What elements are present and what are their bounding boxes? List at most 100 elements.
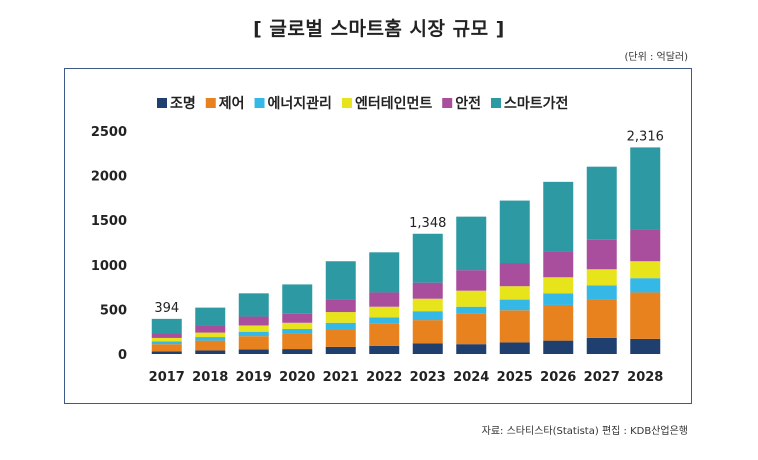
x-tick-label-2023: 2023 <box>410 370 446 385</box>
bar-segment-2020-4 <box>282 313 313 323</box>
legend-label-0: 조명 <box>170 95 196 112</box>
x-tick-label-2026: 2026 <box>540 370 576 385</box>
data-label-2028: 2,316 <box>627 129 664 144</box>
bar-segment-2024-4 <box>456 270 487 291</box>
data-label-2017: 394 <box>154 301 179 316</box>
bar-segment-2023-3 <box>412 298 443 312</box>
bars <box>151 147 661 354</box>
legend-label-4: 안전 <box>455 95 481 112</box>
bar-segment-2020-0 <box>282 349 313 354</box>
x-tick-label-2022: 2022 <box>366 370 402 385</box>
bar-segment-2028-3 <box>630 261 661 279</box>
bar-segment-2021-3 <box>325 312 356 323</box>
bar-segment-2019-5 <box>238 293 269 317</box>
chart-title: [ 글로벌 스마트홈 시장 규모 ] <box>253 18 505 40</box>
bar-segment-2021-0 <box>325 346 356 354</box>
x-tick-label-2021: 2021 <box>323 370 359 385</box>
legend-swatch-3 <box>341 98 352 108</box>
bar-segment-2018-2 <box>195 337 226 341</box>
bar-segment-2026-2 <box>543 293 574 305</box>
bar-segment-2025-4 <box>499 263 530 287</box>
bar-segment-2022-0 <box>369 345 400 354</box>
y-tick-label: 1500 <box>91 214 127 229</box>
bar-segment-2027-2 <box>586 285 617 300</box>
bar-segment-2022-1 <box>369 323 400 346</box>
x-axis: 2017 2018 2019 2020 2021 2022 2023 2024 2025 2026… <box>149 370 664 385</box>
y-axis: 0 500 1000 1500 2000 2500 <box>91 125 127 363</box>
bar-segment-2022-5 <box>369 252 400 293</box>
bar-segment-2020-1 <box>282 333 313 350</box>
bar-segment-2027-5 <box>586 166 617 240</box>
bar-segment-2019-1 <box>238 336 269 350</box>
bar-segment-2026-1 <box>543 304 574 341</box>
legend-label-5: 스마트가전 <box>504 95 568 112</box>
chart-frame: 조명 제어 에너지관리 엔터테인먼트 안전 스마트가전 0 500 1000 1500 2000 2… <box>64 68 692 404</box>
bar-segment-2025-2 <box>499 299 530 311</box>
legend: 조명 제어 에너지관리 엔터테인먼트 안전 스마트가전 <box>157 95 568 112</box>
bar-segment-2025-3 <box>499 286 530 300</box>
y-tick-label: 1000 <box>91 259 127 274</box>
bar-segment-2025-5 <box>499 200 530 264</box>
bar-segment-2020-3 <box>282 322 313 330</box>
bar-segment-2020-2 <box>282 329 313 334</box>
legend-swatch-5 <box>490 98 501 108</box>
bar-segment-2020-5 <box>282 284 313 314</box>
legend-swatch-1 <box>205 98 216 108</box>
bar-segment-2019-0 <box>238 349 269 354</box>
bar-segment-2017-4 <box>151 333 182 338</box>
bar-segment-2019-3 <box>238 325 269 332</box>
unit-label: (단위 : 억달러) <box>624 52 688 63</box>
x-tick-label-2025: 2025 <box>497 370 533 385</box>
bar-segment-2026-0 <box>543 340 574 354</box>
bar-segment-2027-1 <box>586 299 617 338</box>
stacked-bar-chart: 조명 제어 에너지관리 엔터테인먼트 안전 스마트가전 0 500 1000 1500 2000 2… <box>91 95 664 385</box>
y-tick-label: 500 <box>100 303 127 318</box>
legend-label-1: 제어 <box>219 95 245 112</box>
bar-segment-2022-4 <box>369 292 400 307</box>
legend-label-3: 엔터테인먼트 <box>355 95 432 112</box>
bar-segment-2017-0 <box>151 351 182 354</box>
bar-segment-2023-0 <box>412 343 443 354</box>
legend-swatch-0 <box>157 98 167 108</box>
bar-segment-2024-3 <box>456 290 487 307</box>
bar-segment-2024-5 <box>456 216 487 271</box>
legend-swatch-4 <box>442 98 453 108</box>
x-tick-label-2019: 2019 <box>236 370 272 385</box>
bar-segment-2025-0 <box>499 342 530 354</box>
bar-segment-2018-1 <box>195 340 226 351</box>
x-tick-label-2018: 2018 <box>192 370 228 385</box>
bar-segment-2018-0 <box>195 350 226 354</box>
x-tick-label-2017: 2017 <box>149 370 185 385</box>
data-labels: 394 1,348 2,316 <box>154 129 664 315</box>
bar-segment-2023-5 <box>412 233 443 283</box>
bar-segment-2021-5 <box>325 261 356 300</box>
x-tick-label-2020: 2020 <box>279 370 315 385</box>
legend-label-2: 에너지관리 <box>268 95 332 112</box>
bar-segment-2022-3 <box>369 306 400 318</box>
bar-segment-2021-2 <box>325 322 356 330</box>
y-tick-label: 2500 <box>91 125 127 140</box>
bar-segment-2021-1 <box>325 329 356 347</box>
bar-segment-2018-5 <box>195 307 226 326</box>
bar-segment-2018-4 <box>195 325 226 333</box>
bar-segment-2017-3 <box>151 337 182 342</box>
bar-segment-2017-1 <box>151 344 182 352</box>
bar-segment-2021-4 <box>325 299 356 313</box>
bar-segment-2024-2 <box>456 306 487 314</box>
data-label-2023: 1,348 <box>409 216 446 231</box>
bar-segment-2022-2 <box>369 317 400 324</box>
bar-segment-2028-4 <box>630 229 661 262</box>
bar-segment-2019-2 <box>238 331 269 337</box>
bar-segment-2028-2 <box>630 278 661 293</box>
bar-segment-2018-3 <box>195 332 226 338</box>
bar-segment-2026-5 <box>543 181 574 252</box>
y-tick-label: 0 <box>118 348 127 363</box>
x-tick-label-2024: 2024 <box>453 370 489 385</box>
bar-segment-2028-5 <box>630 147 661 230</box>
bar-segment-2026-4 <box>543 251 574 278</box>
legend-swatch-2 <box>254 98 265 108</box>
bar-segment-2028-1 <box>630 292 661 339</box>
bar-segment-2024-0 <box>456 344 487 354</box>
bar-segment-2017-2 <box>151 341 182 345</box>
bar-segment-2025-1 <box>499 310 530 343</box>
